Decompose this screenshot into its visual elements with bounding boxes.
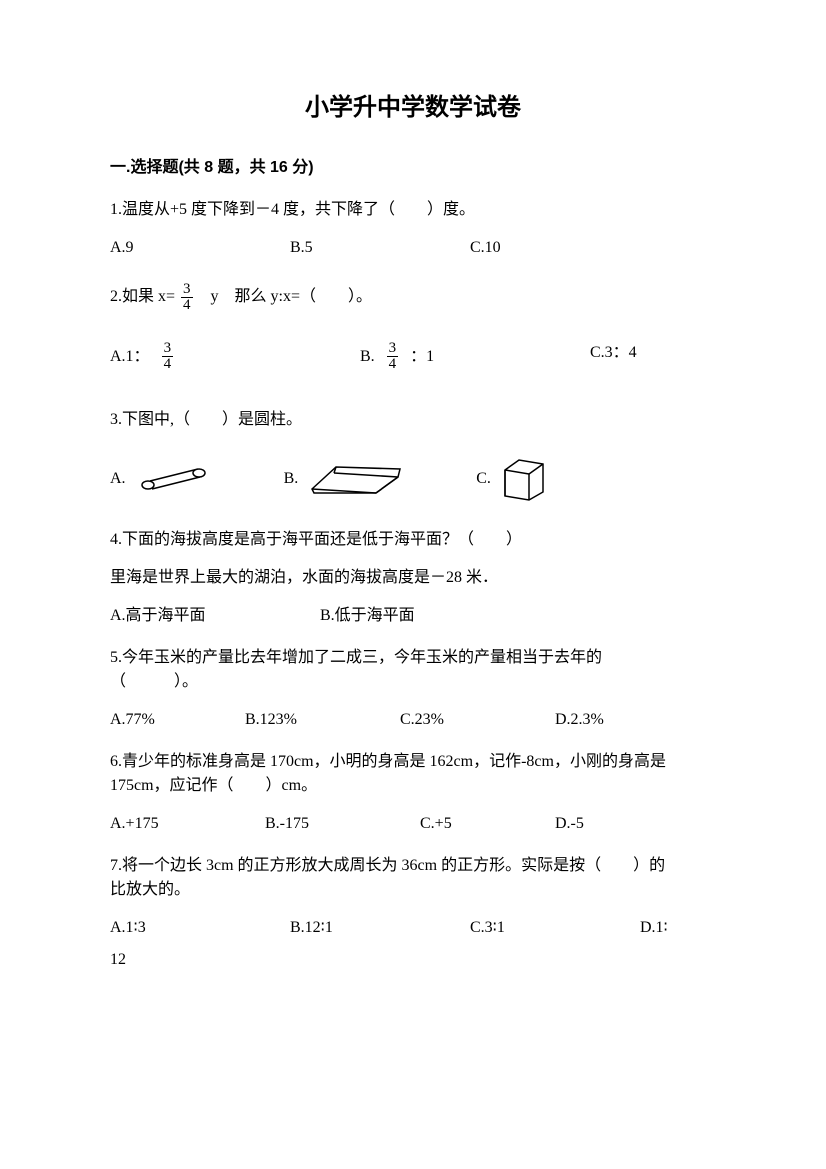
q1-opt-b: B.5 — [290, 236, 470, 260]
q3-c-label: C. — [476, 467, 491, 491]
q2-b-pre: B. — [360, 345, 375, 369]
q1-opt-c: C.10 — [470, 236, 501, 260]
q2-opt-b: B. 3 4 ：1 — [360, 341, 590, 372]
q3-a-label: A. — [110, 467, 126, 491]
q6-opt-c: C.+5 — [420, 812, 555, 836]
q7-line2: 比放大的。 — [110, 878, 716, 902]
q5-opt-a: A.77% — [110, 708, 245, 732]
q2-a-pre: A.1： — [110, 345, 150, 369]
q7-options: A.1∶3 B.12∶1 C.3∶1 D.1∶ — [110, 916, 716, 940]
q7-line1: 7.将一个边长 3cm 的正方形放大成周长为 36cm 的正方形。实际是按（ ）… — [110, 854, 716, 878]
q2-options: A.1： 3 4 B. 3 4 ：1 C.3：4 — [110, 341, 716, 372]
q2-mid: y 那么 y:x=（ ）。 — [211, 288, 372, 305]
question-1: 1.温度从+5 度下降到－4 度，共下降了（ ）度。 A.9 B.5 C.10 — [110, 198, 716, 260]
q5-line2: （ ）。 — [110, 670, 716, 694]
q5-opt-d: D.2.3% — [555, 708, 604, 732]
q1-opt-a: A.9 — [110, 236, 290, 260]
q7-opt-d: D.1∶ — [640, 916, 668, 940]
question-5: 5.今年玉米的产量比去年增加了二成三，今年玉米的产量相当于去年的 （ ）。 A.… — [110, 646, 716, 732]
q2-b-frac: 3 4 — [387, 341, 399, 372]
q2-a-frac: 3 4 — [162, 341, 174, 372]
section-header: 一.选择题(共 8 题，共 16 分) — [110, 156, 716, 180]
q6-line2: 175cm，应记作（ ）cm。 — [110, 774, 716, 798]
q5-opt-c: C.23% — [400, 708, 555, 732]
q4-opt-a: A.高于海平面 — [110, 604, 320, 628]
q3-text: 3.下图中,（ ）是圆柱。 — [110, 408, 716, 432]
question-3: 3.下图中,（ ）是圆柱。 A. B. C. — [110, 408, 716, 502]
question-7: 7.将一个边长 3cm 的正方形放大成周长为 36cm 的正方形。实际是按（ ）… — [110, 854, 716, 972]
q6-line1: 6.青少年的标准身高是 170cm，小明的身高是 162cm，记作-8cm，小刚… — [110, 750, 716, 774]
cylinder-rod-icon — [134, 461, 214, 497]
question-4: 4.下面的海拔高度是高于海平面还是低于海平面？（ ） 里海是世界上最大的湖泊，水… — [110, 528, 716, 628]
q6-opt-a: A.+175 — [110, 812, 265, 836]
q2-b-post: ：1 — [410, 345, 434, 369]
cube-icon — [499, 456, 549, 502]
q5-options: A.77% B.123% C.23% D.2.3% — [110, 708, 716, 732]
q4-opt-b: B.低于海平面 — [320, 604, 415, 628]
q6-options: A.+175 B.-175 C.+5 D.-5 — [110, 812, 716, 836]
q5-line1: 5.今年玉米的产量比去年增加了二成三，今年玉米的产量相当于去年的 — [110, 646, 716, 670]
q5-opt-b: B.123% — [245, 708, 400, 732]
q3-opt-b: B. — [284, 459, 407, 499]
prism-icon — [306, 459, 406, 499]
q7-d-post: 12 — [110, 948, 716, 972]
exam-title: 小学升中学数学试卷 — [110, 90, 716, 126]
q7-opt-a: A.1∶3 — [110, 916, 290, 940]
q7-opt-b: B.12∶1 — [290, 916, 470, 940]
q3-opt-a: A. — [110, 461, 214, 497]
q4-desc: 里海是世界上最大的湖泊，水面的海拔高度是－28 米． — [110, 566, 716, 590]
q2-text: 2.如果 x= 3 4 y 那么 y:x=（ ）。 — [110, 282, 716, 313]
q3-b-label: B. — [284, 467, 299, 491]
q2-frac: 3 4 — [181, 282, 193, 313]
q6-opt-b: B.-175 — [265, 812, 420, 836]
q2-frac-den: 4 — [181, 298, 193, 313]
question-2: 2.如果 x= 3 4 y 那么 y:x=（ ）。 A.1： 3 4 B. 3 … — [110, 282, 716, 372]
q7-d-pre: D.1∶ — [640, 919, 668, 936]
q7-opt-c: C.3∶1 — [470, 916, 640, 940]
q3-shapes: A. B. C. — [110, 456, 716, 502]
question-6: 6.青少年的标准身高是 170cm，小明的身高是 162cm，记作-8cm，小刚… — [110, 750, 716, 836]
q3-opt-c: C. — [476, 456, 549, 502]
q1-text: 1.温度从+5 度下降到－4 度，共下降了（ ）度。 — [110, 198, 716, 222]
q2-opt-a: A.1： 3 4 — [110, 341, 360, 372]
q2-prefix: 2.如果 x= — [110, 288, 175, 305]
q4-options: A.高于海平面 B.低于海平面 — [110, 604, 716, 628]
q2-frac-num: 3 — [181, 282, 193, 298]
q6-opt-d: D.-5 — [555, 812, 584, 836]
q4-text: 4.下面的海拔高度是高于海平面还是低于海平面？（ ） — [110, 528, 716, 552]
q2-opt-c: C.3：4 — [590, 341, 637, 372]
q1-options: A.9 B.5 C.10 — [110, 236, 716, 260]
